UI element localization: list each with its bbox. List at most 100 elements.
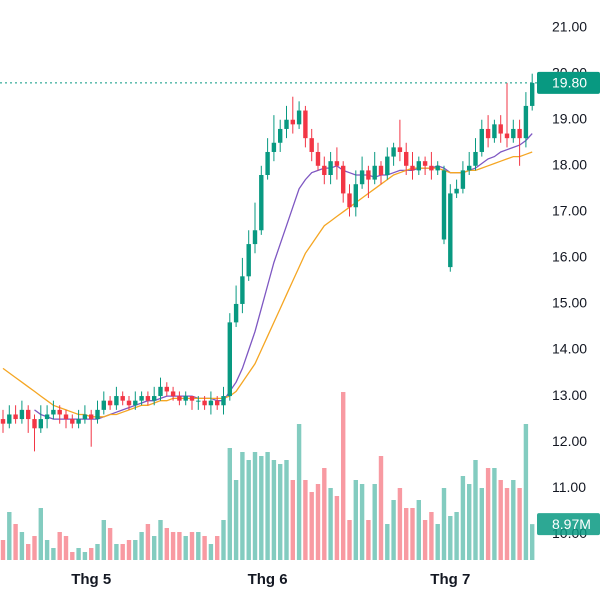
volume-bar	[114, 544, 119, 560]
volume-bar	[95, 544, 100, 560]
candle-body	[233, 303, 239, 323]
volume-bar	[498, 480, 503, 560]
candle-body	[177, 396, 182, 401]
volume-bar	[530, 524, 535, 560]
volume-bar	[315, 484, 321, 560]
last-volume-badge	[537, 513, 600, 536]
candle-body	[259, 175, 264, 231]
volume-bar	[145, 524, 151, 560]
candle-body	[328, 161, 333, 175]
volume-bar	[126, 540, 132, 560]
candle-body	[391, 147, 396, 157]
y-tick-label: 19.00	[552, 110, 587, 126]
last-volume-label: 8.97M	[552, 516, 591, 532]
candle-body	[473, 151, 478, 166]
volume-bar	[328, 488, 333, 560]
volume-bar	[397, 488, 403, 560]
volume-bar	[359, 484, 365, 560]
volume-bar	[479, 488, 484, 560]
volume-bar	[460, 476, 466, 560]
candle-body	[189, 396, 195, 401]
candle-body	[246, 244, 251, 277]
x-tick-label: Thg 7	[430, 571, 470, 588]
candle-body	[101, 400, 106, 410]
candle-body	[126, 400, 132, 406]
volume-bar	[215, 536, 220, 560]
volume-bar	[107, 528, 113, 560]
candle-body	[107, 400, 113, 406]
candle-body	[252, 230, 258, 245]
candle-body	[114, 396, 119, 406]
candle-body	[227, 322, 232, 397]
candle-body	[57, 409, 62, 415]
candle-body	[492, 124, 497, 139]
y-tick-label: 13.00	[552, 387, 587, 403]
volume-bar	[441, 488, 447, 560]
volume-bar	[504, 488, 510, 560]
candle-body	[19, 409, 25, 420]
volume-bar	[290, 480, 295, 560]
volume-bar	[278, 464, 283, 560]
candle-body	[504, 133, 510, 139]
volume-bar	[416, 500, 421, 560]
candle-body	[334, 161, 340, 166]
volume-bar	[208, 544, 214, 560]
volume-bar	[448, 516, 453, 560]
volume-bar	[517, 488, 522, 560]
volume-bar	[0, 540, 6, 560]
last-price-label: 19.80	[552, 75, 587, 91]
last-price-badge	[537, 71, 600, 94]
candle-body	[63, 414, 69, 420]
volume-bar	[347, 520, 352, 560]
volume-bar	[32, 536, 37, 560]
volume-bar	[485, 468, 491, 560]
y-tick-label: 15.00	[552, 295, 587, 311]
volume-bar	[63, 536, 69, 560]
candle-body	[265, 151, 270, 175]
volume-bar	[372, 484, 377, 560]
volume-bar	[76, 548, 81, 560]
volume-bar	[44, 540, 50, 560]
candle-body	[498, 124, 503, 134]
candle-body	[82, 414, 88, 420]
candle-body	[139, 396, 144, 401]
volume-bar	[177, 532, 182, 560]
volume-bar	[296, 424, 302, 560]
volume-bar	[57, 532, 62, 560]
volume-bar	[152, 536, 157, 560]
volume-bar	[158, 520, 163, 560]
candle-body	[95, 409, 100, 420]
moving-average-line	[34, 133, 533, 420]
volume-bar	[51, 548, 56, 560]
volume-bar	[511, 480, 516, 560]
candle-body	[422, 161, 428, 166]
volume-bar	[385, 524, 390, 560]
candle-body	[164, 386, 169, 392]
volume-bar	[202, 536, 207, 560]
volume-bar	[101, 520, 106, 560]
candle-body	[0, 419, 6, 424]
volume-bar	[366, 520, 371, 560]
candle-body	[448, 193, 453, 268]
candle-body	[89, 414, 94, 420]
candle-body	[517, 128, 522, 139]
candle-body	[70, 419, 75, 424]
volume-bar	[429, 512, 434, 560]
candle-body	[44, 414, 50, 420]
candle-body	[296, 110, 302, 125]
volume-bar	[13, 524, 18, 560]
candle-body	[404, 151, 409, 166]
candle-body	[416, 161, 421, 171]
candle-body	[51, 409, 56, 415]
candle-body	[359, 170, 365, 185]
volume-bar	[164, 528, 169, 560]
candle-body	[120, 396, 125, 401]
volume-bar	[322, 468, 327, 560]
candle-body	[479, 128, 484, 152]
volume-bar	[334, 496, 340, 560]
candle-body	[76, 419, 81, 424]
volume-bar	[19, 532, 25, 560]
volume-bar	[341, 392, 346, 560]
candle-body	[530, 82, 535, 106]
